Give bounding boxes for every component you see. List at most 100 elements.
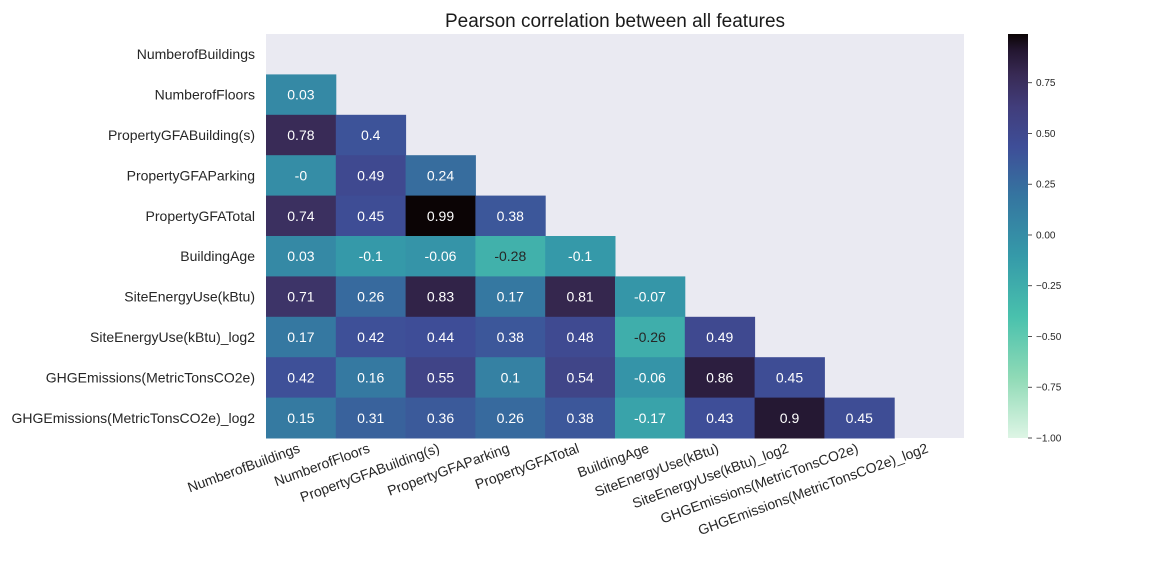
cell-value-label: 0.99 <box>427 208 454 224</box>
heatmap-cell <box>335 236 407 277</box>
chart-title: Pearson correlation between all features <box>445 11 785 32</box>
cell-value-label: 0.49 <box>357 167 384 183</box>
cell-value-label: 0.15 <box>287 410 314 426</box>
colorbar-tick-label: −0.75 <box>1036 383 1062 394</box>
heatmap-cell <box>335 357 407 399</box>
heatmap-cell <box>475 276 546 318</box>
cell-value-label: 0.54 <box>566 369 593 385</box>
cell-value-label: -0.1 <box>359 248 383 264</box>
cell-value-label: 0.9 <box>780 410 800 426</box>
heatmap-cell <box>475 397 546 439</box>
heatmap-cell <box>475 236 546 277</box>
heatmap-cell <box>335 316 407 358</box>
colorbar-tick-label: 0.75 <box>1036 78 1056 89</box>
heatmap-cell <box>754 357 825 399</box>
y-tick-label: PropertyGFATotal <box>146 208 255 224</box>
heatmap-cell <box>266 155 337 197</box>
heatmap-cell <box>475 316 546 358</box>
heatmap-cell <box>405 397 476 439</box>
cell-value-label: 0.45 <box>357 208 384 224</box>
heatmap-cell <box>335 276 407 318</box>
heatmap-cell <box>405 357 476 399</box>
heatmap-cell <box>405 155 476 197</box>
y-tick-label: GHGEmissions(MetricTonsCO2e) <box>46 369 255 385</box>
cell-value-label: -0.06 <box>425 248 457 264</box>
y-tick-label: NumberofBuildings <box>137 46 255 62</box>
cell-value-label: 0.78 <box>287 127 314 143</box>
cell-value-label: -0.07 <box>634 289 666 305</box>
heatmap-cell <box>615 397 686 439</box>
cell-value-label: 0.55 <box>427 369 454 385</box>
y-tick-label: SiteEnergyUse(kBtu)_log2 <box>90 329 255 345</box>
cell-value-label: 0.4 <box>361 127 381 143</box>
colorbar-tick-label: 0.50 <box>1036 129 1056 140</box>
colorbar <box>1008 34 1028 438</box>
heatmap-cell <box>266 114 337 156</box>
heatmap-cell <box>405 195 476 237</box>
cell-value-label: -0.17 <box>634 410 666 426</box>
heatmap-cell <box>405 316 476 358</box>
heatmap-cell <box>545 397 616 439</box>
y-tick-label: PropertyGFABuilding(s) <box>108 127 255 143</box>
heatmap-cell <box>615 316 686 358</box>
heatmap-cell <box>475 195 546 237</box>
colorbar-tick-label: 0.00 <box>1036 230 1056 241</box>
heatmap-cell <box>405 276 476 318</box>
cell-value-label: 0.1 <box>501 369 521 385</box>
cell-value-label: 0.26 <box>497 410 524 426</box>
heatmap-cell <box>824 397 895 439</box>
heatmap-cell <box>266 397 337 439</box>
cell-value-label: 0.44 <box>427 329 454 345</box>
cell-value-label: 0.42 <box>287 369 314 385</box>
cell-value-label: 0.49 <box>706 329 733 345</box>
cell-value-label: 0.31 <box>357 410 384 426</box>
cell-value-label: 0.86 <box>706 369 733 385</box>
cell-value-label: 0.38 <box>497 329 524 345</box>
cell-value-label: 0.17 <box>497 289 524 305</box>
heatmap-cell <box>754 397 825 439</box>
cell-value-label: 0.38 <box>566 410 593 426</box>
y-tick-label: PropertyGFAParking <box>127 167 255 183</box>
heatmap-cell <box>335 195 407 237</box>
heatmap-cell <box>266 195 337 237</box>
cell-value-label: -0.06 <box>634 369 666 385</box>
y-tick-label: NumberofFloors <box>155 87 255 103</box>
cell-value-label: 0.71 <box>287 289 314 305</box>
heatmap-cell <box>266 236 337 277</box>
cell-value-label: 0.45 <box>846 410 873 426</box>
y-tick-label: GHGEmissions(MetricTonsCO2e)_log2 <box>11 410 255 426</box>
cell-value-label: 0.38 <box>497 208 524 224</box>
heatmap-cell <box>266 316 337 358</box>
heatmap-cell <box>615 357 686 399</box>
cell-value-label: 0.03 <box>287 87 314 103</box>
cell-value-label: 0.74 <box>287 208 314 224</box>
heatmap-cell <box>266 357 337 399</box>
y-tick-label: SiteEnergyUse(kBtu) <box>124 289 255 305</box>
cell-value-label: -0.1 <box>568 248 592 264</box>
heatmap-cell <box>335 155 407 197</box>
cell-value-label: 0.45 <box>776 369 803 385</box>
colorbar-tick-label: −0.50 <box>1036 332 1062 343</box>
cell-value-label: 0.16 <box>357 369 384 385</box>
cell-value-label: 0.03 <box>287 248 314 264</box>
heatmap-cell <box>545 276 616 318</box>
cell-value-label: 0.81 <box>566 289 593 305</box>
heatmap-cell <box>405 236 476 277</box>
heatmap-cell <box>335 114 407 156</box>
heatmap-cell <box>335 397 407 439</box>
cell-value-label: 0.43 <box>706 410 733 426</box>
colorbar-tick-label: 0.25 <box>1036 180 1056 191</box>
heatmap-cell <box>266 74 337 116</box>
heatmap-cell <box>545 316 616 358</box>
cell-value-label: 0.48 <box>566 329 593 345</box>
heatmap-cell <box>545 236 616 277</box>
cell-value-label: 0.17 <box>287 329 314 345</box>
cell-value-label: -0.28 <box>494 248 526 264</box>
cell-value-label: -0.26 <box>634 329 666 345</box>
cell-value-label: -0 <box>295 167 308 183</box>
heatmap-cell <box>266 276 337 318</box>
colorbar-tick-label: −0.25 <box>1036 281 1062 292</box>
cell-value-label: 0.83 <box>427 289 454 305</box>
heatmap-cell <box>684 316 756 358</box>
